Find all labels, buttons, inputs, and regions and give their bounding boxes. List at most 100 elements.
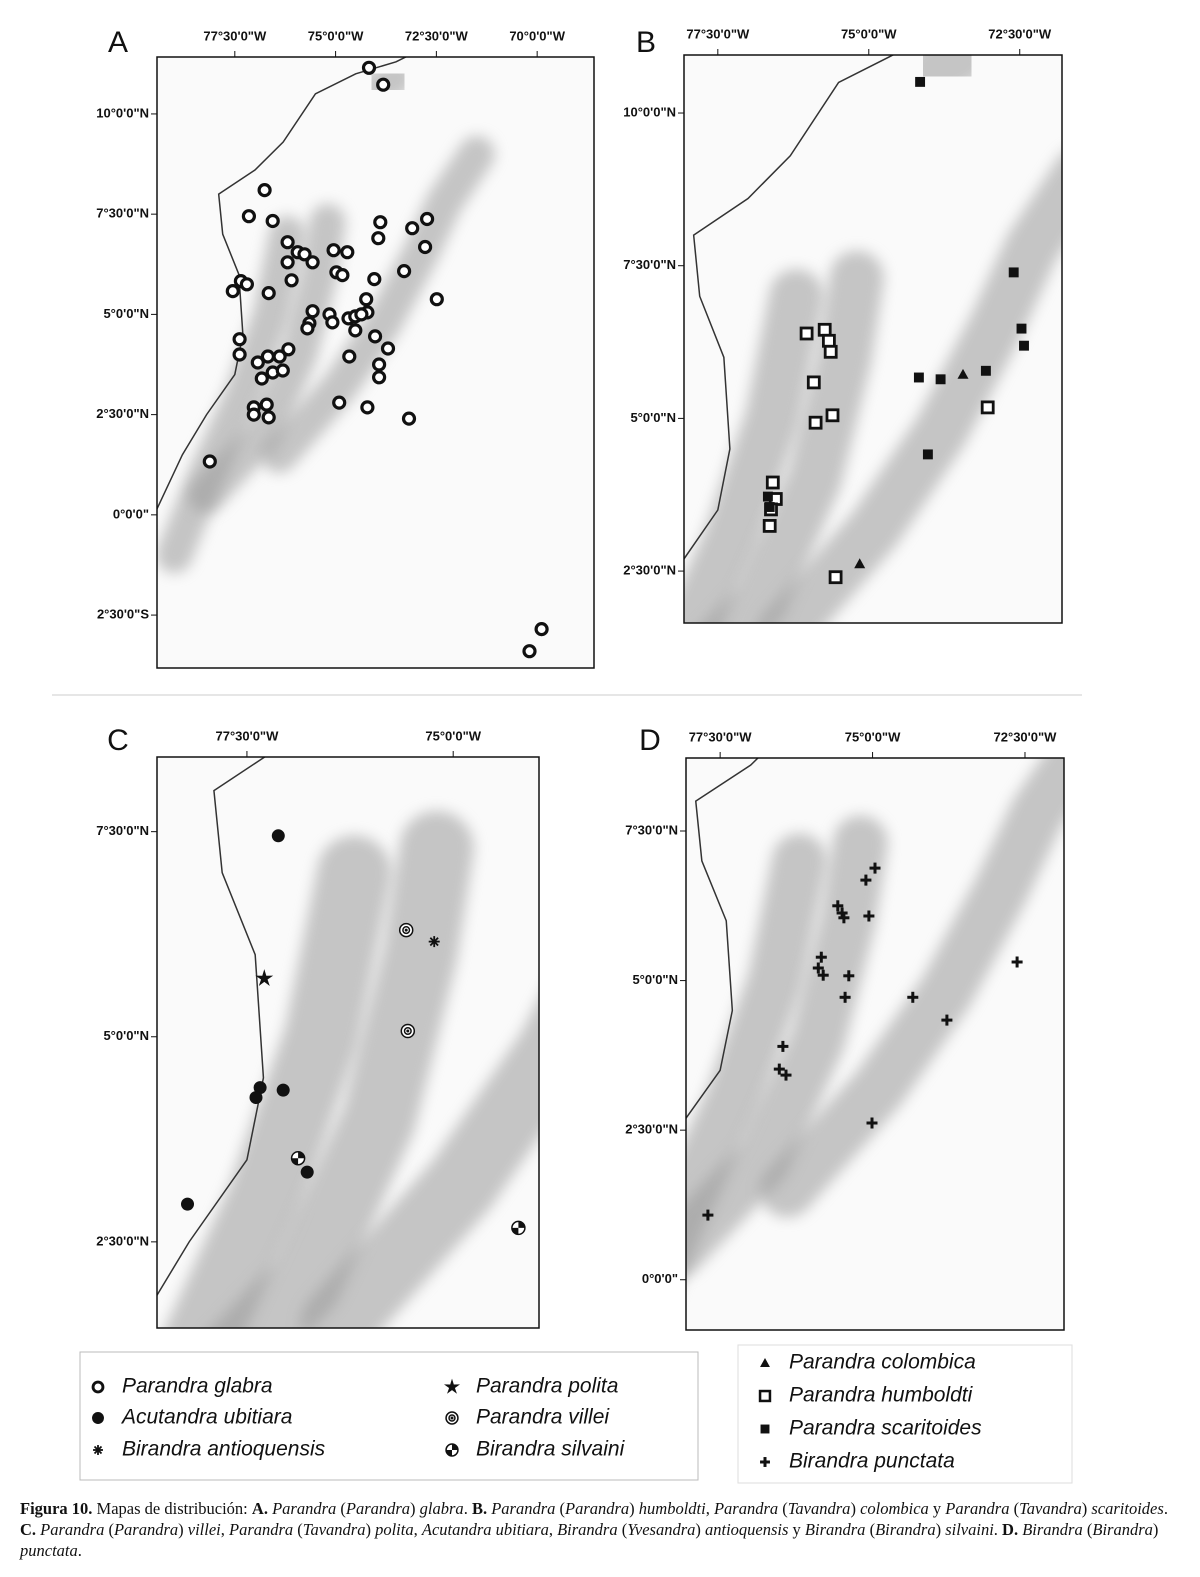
symbol-part: [360, 400, 375, 415]
legend-box: [737, 1344, 1073, 1484]
x-tick-label: 75°0'0"W: [845, 729, 901, 744]
caption-segment: polita: [375, 1520, 414, 1539]
symbol-part: [808, 415, 823, 430]
relief: [908, 55, 987, 98]
symbol-part: [840, 907, 844, 919]
y-tick-label: 5°0'0"N: [630, 410, 676, 425]
record-point: [534, 621, 549, 637]
symbol-part: [864, 874, 868, 886]
symbol-part: [259, 397, 274, 412]
legend-symbol: [444, 1378, 460, 1394]
map-panel: [686, 628, 1064, 1330]
symbol-part: [271, 829, 285, 843]
record-point: [780, 1069, 792, 1081]
x-tick-label: 75°0'0"W: [308, 28, 364, 43]
record-point: [265, 213, 280, 229]
caption-segment: Figura 10.: [20, 1499, 97, 1518]
coastline: [684, 55, 895, 561]
symbol-part: [261, 410, 276, 425]
symbol-part: [913, 372, 924, 383]
record-point: [181, 1197, 194, 1211]
symbol-part: [823, 344, 838, 359]
symbol-part: [305, 255, 320, 270]
legend-symbol: [91, 1380, 105, 1394]
symbol-part: [534, 621, 549, 637]
caption-segment: Parandra: [40, 1520, 105, 1539]
symbol-part: [284, 273, 299, 288]
symbol-part: [280, 255, 295, 270]
record-point: [817, 969, 829, 981]
record-point: [828, 570, 843, 585]
record-point: [259, 397, 274, 412]
record-point: [522, 644, 537, 659]
y-tick-label: 7°30'0"N: [96, 206, 149, 221]
record-point: [276, 1083, 290, 1097]
map-frame: [156, 756, 540, 1329]
symbol-part: [92, 1412, 104, 1424]
record-point: [290, 1150, 306, 1166]
record-point: [368, 329, 383, 344]
caption-segment: Acutandra ubitiara: [421, 1520, 549, 1539]
legend-label: Acutandra ubitiara: [120, 1406, 292, 1429]
caption-segment: punctata: [20, 1541, 78, 1560]
symbol-part: [764, 502, 775, 512]
record-point: [232, 347, 247, 362]
record-point: [260, 349, 275, 364]
record-point: [325, 315, 340, 330]
caption-segment: antioquensis: [705, 1520, 789, 1539]
caption-segment: A.: [251, 1499, 273, 1518]
panel-label: C: [107, 724, 129, 757]
symbol-part: [760, 1424, 770, 1434]
symbol-part: [275, 363, 290, 378]
panel-label: B: [636, 26, 656, 59]
symbol-part: [280, 235, 295, 250]
caption-segment: (: [555, 1499, 566, 1518]
record-point: [843, 970, 855, 982]
symbol-part: [300, 1165, 314, 1179]
coastline: [157, 57, 408, 511]
y-tick-label: 5°0'0"N: [632, 972, 678, 987]
symbol-part: [842, 912, 846, 924]
caption-segment: y: [928, 1499, 946, 1518]
symbol-part: [806, 375, 821, 390]
record-point: [202, 454, 217, 469]
record-point: [241, 209, 256, 224]
symbol-part: [253, 1081, 267, 1095]
record-point: [1011, 956, 1023, 968]
record-point: [832, 900, 844, 912]
record-point: [257, 183, 272, 198]
record-point: [261, 410, 276, 425]
record-point: [297, 247, 312, 262]
map-panel: [684, 55, 1062, 623]
symbol-part: [297, 247, 312, 262]
y-tick-label: 2°30'0"N: [625, 1122, 678, 1137]
symbol-part: [371, 231, 386, 246]
legend-label: Parandra scaritoides: [789, 1417, 982, 1440]
symbol-part: [448, 1414, 456, 1422]
symbol-part: [335, 268, 350, 283]
symbol-part: [404, 928, 408, 932]
record-point: [941, 1014, 953, 1026]
record-point: [860, 874, 872, 886]
caption-segment: ): [850, 1499, 861, 1518]
record-point: [980, 400, 995, 415]
symbol-part: [373, 215, 388, 230]
symbol-part: [332, 395, 347, 410]
record-point: [255, 969, 274, 987]
caption-segment: (: [1082, 1520, 1093, 1539]
symbol-part: [847, 970, 851, 982]
record-point: [815, 951, 827, 963]
relief: [686, 833, 827, 1272]
symbol-part: [980, 365, 991, 376]
caption-segment: ): [410, 1499, 420, 1518]
legend-symbol: [760, 1424, 770, 1434]
caption-segment: (: [336, 1499, 346, 1518]
caption-segment: C.: [20, 1520, 41, 1539]
record-point: [980, 365, 991, 376]
symbol-part: [760, 1358, 770, 1367]
record-point: [799, 326, 814, 341]
relief: [940, 628, 964, 640]
caption: Figura 10. Mapas de distribución: A. Par…: [20, 1498, 1180, 1561]
symbol-part: [777, 1063, 781, 1075]
caption-segment: (: [865, 1520, 876, 1539]
